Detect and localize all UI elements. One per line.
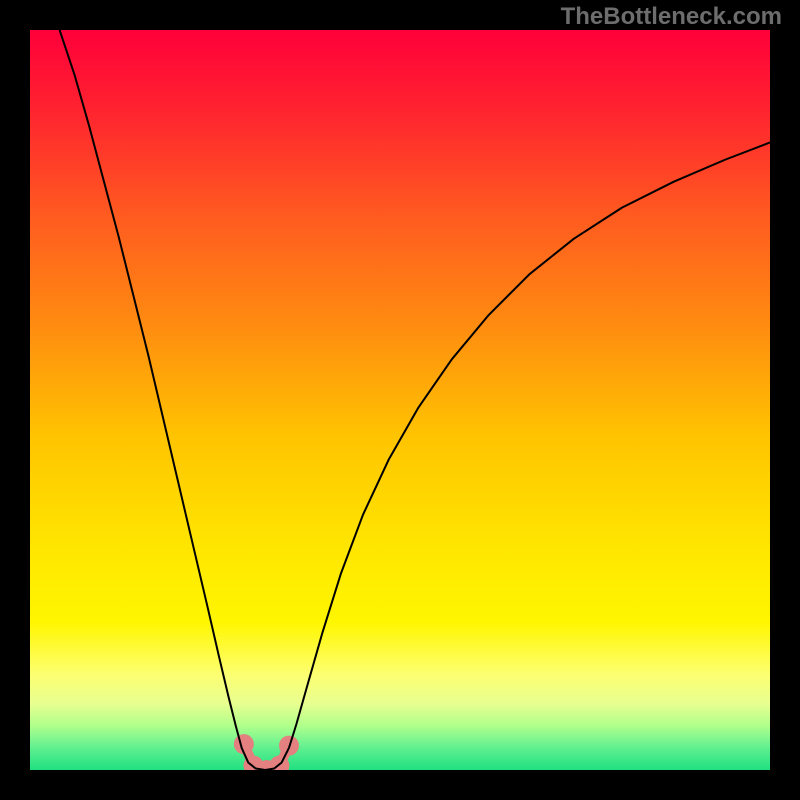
chart-svg xyxy=(30,30,770,770)
plot-area xyxy=(30,30,770,770)
figure-root: TheBottleneck.com xyxy=(0,0,800,800)
watermark-text: TheBottleneck.com xyxy=(561,3,782,31)
gradient-background xyxy=(30,30,770,770)
